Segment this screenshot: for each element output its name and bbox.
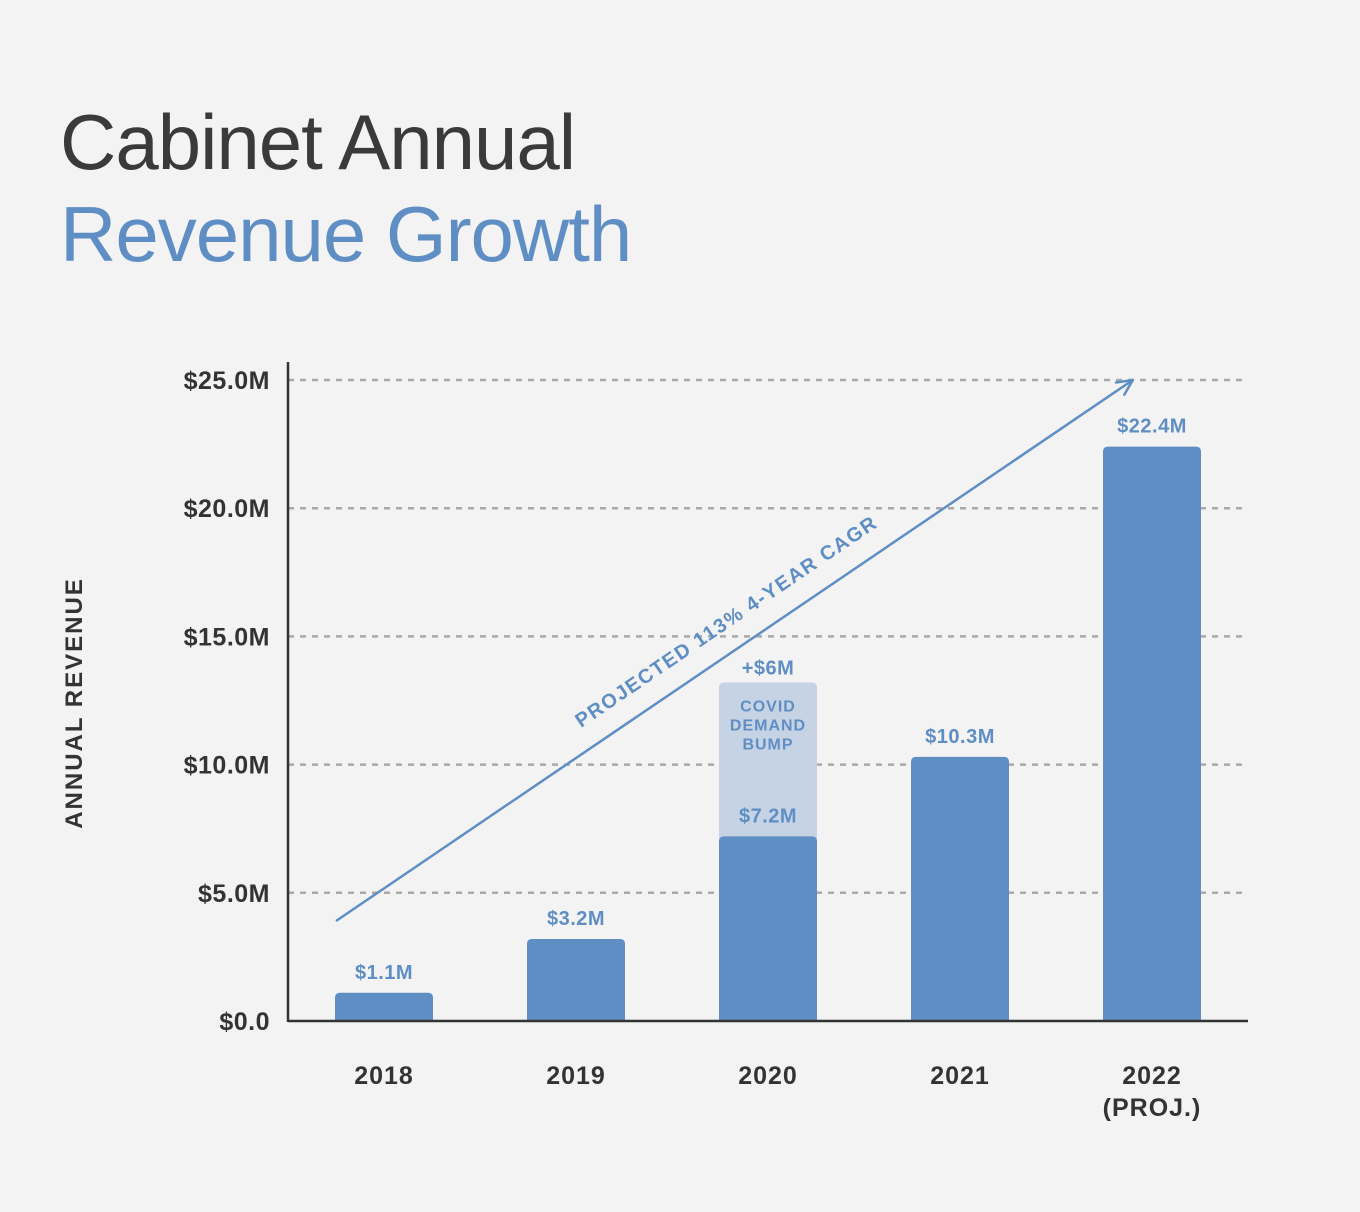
x-category-label: 2018 [354, 1062, 414, 1090]
value-labels: $1.1M $3.2M +$6M COVID DEMAND BUMP $7.2M $10.3M… [355, 416, 1187, 984]
bars [335, 446, 1201, 1021]
category-labels: 2018 2019 2020 2021 2022 (PROJ.) [354, 1062, 1202, 1122]
bar-value-label: $1.1M [355, 962, 413, 984]
arrowhead-icon [1114, 378, 1135, 396]
bar [1103, 446, 1201, 1021]
x-category-label: 2020 [738, 1062, 798, 1090]
bar [335, 992, 433, 1021]
y-tick-label: $25.0M [184, 367, 270, 395]
y-tick-label: $20.0M [184, 495, 270, 523]
chart-title: Cabinet Annual Revenue Growth [60, 96, 632, 280]
y-tick-label: $0.0 [219, 1008, 270, 1036]
y-tick-label: $5.0M [198, 880, 270, 908]
bar-value-label: $22.4M [1117, 416, 1187, 438]
bump-annotation: COVID [740, 699, 796, 716]
title-line-1: Cabinet Annual [60, 98, 576, 186]
bump-annotation: DEMAND [730, 718, 806, 735]
y-tick-label: $10.0M [184, 752, 270, 780]
y-axis-label: ANNUAL REVENUE [61, 577, 88, 829]
x-category-label: (PROJ.) [1103, 1094, 1202, 1122]
bump-annotation: BUMP [742, 737, 793, 754]
bar-value-label: $10.3M [925, 726, 995, 748]
trend-arrow-line [335, 378, 1134, 923]
x-category-label: 2019 [546, 1062, 606, 1090]
x-category-label: 2021 [930, 1062, 990, 1090]
bar [527, 938, 625, 1021]
y-tick-label: $15.0M [184, 623, 270, 651]
bump-value-label: +$6M [742, 658, 795, 680]
bar-value-label: $7.2M [739, 805, 797, 827]
covid-bump-segment [719, 682, 817, 843]
x-category-label: 2022 [1122, 1062, 1182, 1090]
bar-value-label: $3.2M [547, 908, 605, 930]
bar [719, 836, 817, 1021]
title-line-2: Revenue Growth [60, 190, 632, 278]
bar [911, 756, 1009, 1021]
tick-labels: $0.0 $5.0M $10.0M $15.0M $20.0M $25.0M [184, 367, 270, 1036]
axes [286, 362, 1248, 1023]
